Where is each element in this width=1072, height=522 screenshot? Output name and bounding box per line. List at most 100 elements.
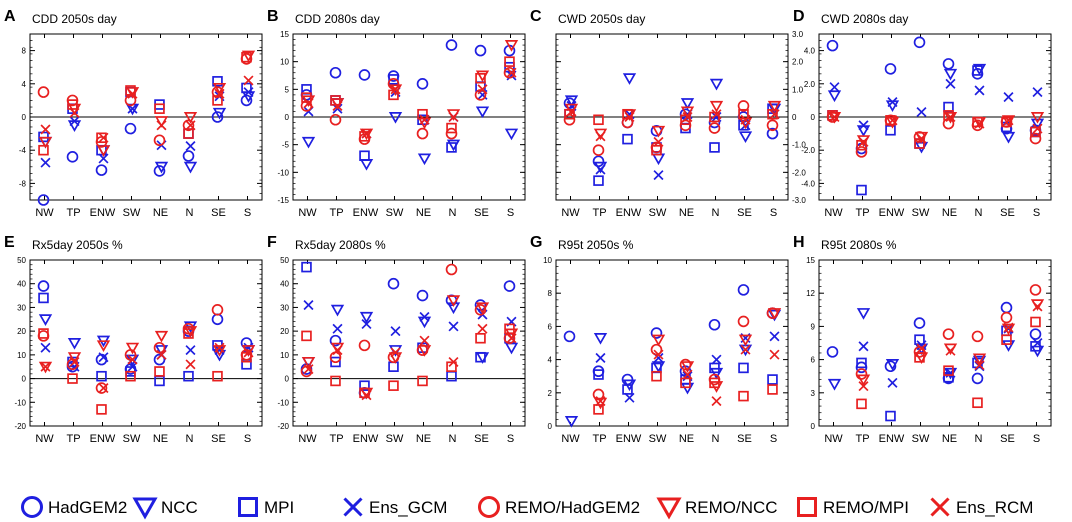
- marker-remo-hadgem2: [445, 127, 458, 140]
- marker-remo-mpi: [446, 122, 457, 134]
- marker-remo-mpi: [38, 328, 49, 339]
- y-tick-label: -8: [19, 179, 27, 188]
- marker-ens-rcm: [595, 131, 606, 142]
- x-tick-label: ENW: [616, 433, 642, 445]
- marker-ncc: [1001, 131, 1016, 144]
- marker-ens-rcm: [769, 349, 780, 360]
- marker-hadgem2: [826, 39, 839, 52]
- marker-mpi: [359, 150, 370, 162]
- x-tick-label: TP: [855, 433, 869, 445]
- marker-ncc: [475, 106, 490, 119]
- marker-remo-hadgem2: [387, 78, 400, 90]
- y-tick-label: 10: [543, 256, 552, 265]
- marker-remo-mpi: [154, 103, 165, 114]
- marker-mpi: [885, 410, 896, 422]
- x-tick-label: TP: [329, 207, 343, 219]
- marker-remo-mpi: [767, 384, 778, 395]
- marker-ens-gcm: [653, 170, 664, 181]
- marker-hadgem2: [942, 58, 955, 70]
- marker-ens-gcm: [1032, 337, 1043, 349]
- marker-ens-gcm: [419, 311, 430, 322]
- y-tick-label: 20: [280, 327, 289, 336]
- marker-remo-mpi: [972, 397, 983, 409]
- marker-remo-hadgem2: [1000, 311, 1013, 324]
- marker-remo-hadgem2: [766, 119, 779, 132]
- marker-ens-rcm: [185, 359, 196, 370]
- marker-hadgem2: [650, 327, 663, 339]
- marker-mpi: [301, 261, 312, 273]
- x-tick-label: N: [975, 207, 983, 219]
- marker-remo-mpi: [96, 132, 107, 144]
- panel-letter: H: [793, 234, 805, 251]
- marker-ncc: [388, 111, 403, 124]
- marker-mpi: [388, 74, 399, 85]
- marker-remo-ncc: [125, 342, 140, 355]
- marker-remo-ncc: [709, 100, 724, 113]
- marker-remo-mpi: [504, 56, 515, 67]
- x-tick-label: NW: [824, 207, 843, 219]
- marker-mpi: [622, 384, 633, 395]
- panel-title: CWD 2050s day: [558, 12, 645, 26]
- y-tick-label: -10: [277, 168, 289, 177]
- marker-ens-rcm: [390, 347, 401, 358]
- marker-ncc: [504, 128, 519, 141]
- marker-remo-hadgem2: [621, 116, 634, 129]
- panel-letter: A: [4, 8, 16, 25]
- marker-hadgem2: [329, 334, 342, 347]
- x-tick-label: S: [507, 433, 514, 445]
- marker-hadgem2: [37, 194, 50, 206]
- marker-remo-hadgem2: [474, 304, 487, 316]
- marker-ens-gcm: [448, 321, 459, 332]
- x-tick-label: N: [449, 433, 457, 445]
- marker-remo-mpi: [446, 361, 457, 372]
- marker-ens-gcm: [1032, 87, 1043, 98]
- marker-remo-hadgem2: [358, 339, 371, 352]
- panel-title: R95t 2080s %: [821, 238, 897, 252]
- marker-mpi: [943, 372, 954, 383]
- marker-ens-gcm: [887, 377, 898, 388]
- panel-letter: D: [793, 8, 805, 25]
- marker-mpi: [446, 370, 457, 382]
- marker-ncc: [1001, 340, 1016, 352]
- marker-mpi: [738, 362, 749, 374]
- marker-ens-rcm: [740, 114, 751, 125]
- marker-remo-ncc: [651, 125, 666, 138]
- marker-remo-mpi: [914, 352, 925, 363]
- y-tick-label: 50: [280, 256, 289, 265]
- marker-hadgem2: [95, 164, 108, 176]
- marker-remo-hadgem2: [37, 86, 50, 98]
- marker-ens-rcm: [156, 120, 167, 131]
- panel-letter: C: [530, 8, 542, 25]
- marker-hadgem2: [416, 78, 429, 90]
- marker-remo-ncc: [301, 356, 316, 369]
- x-tick-label: TP: [329, 433, 343, 445]
- y-tick-label: 6: [548, 322, 553, 331]
- x-tick-label: SE: [1000, 207, 1015, 219]
- marker-ens-rcm: [448, 111, 459, 123]
- x-tick-label: NW: [298, 433, 317, 445]
- x-tick-label: S: [507, 207, 514, 219]
- marker-remo-ncc: [680, 106, 695, 119]
- marker-mpi: [885, 125, 896, 136]
- marker-remo-hadgem2: [942, 328, 955, 340]
- marker-ens-rcm: [1032, 123, 1043, 134]
- marker-ens-rcm: [945, 345, 956, 356]
- marker-remo-mpi: [504, 323, 515, 335]
- marker-remo-ncc: [475, 302, 490, 315]
- legend-label: REMO/MPI: [823, 498, 909, 517]
- marker-remo-mpi: [593, 114, 604, 126]
- x-tick-label: ENW: [616, 207, 642, 219]
- x-tick-label: NW: [298, 207, 317, 219]
- legend-ncc-icon: [132, 497, 158, 520]
- marker-ens-gcm: [945, 78, 956, 89]
- marker-ncc: [856, 125, 871, 137]
- marker-ens-rcm: [477, 84, 488, 95]
- marker-remo-hadgem2: [182, 119, 195, 132]
- marker-hadgem2: [153, 165, 166, 177]
- marker-ncc: [651, 153, 666, 166]
- y-tick-label: -1.0: [792, 141, 806, 150]
- x-tick-label: N: [975, 433, 983, 445]
- marker-remo-mpi: [301, 330, 312, 342]
- marker-mpi: [593, 369, 604, 380]
- marker-ncc: [564, 416, 579, 428]
